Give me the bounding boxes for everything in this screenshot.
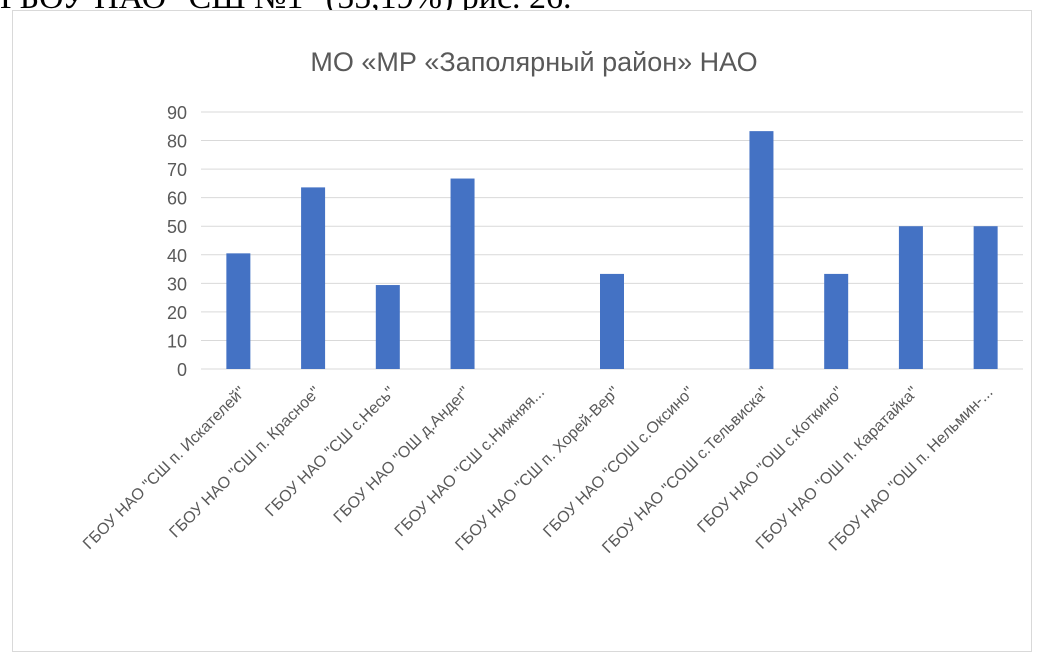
y-tick-label: 0 bbox=[177, 360, 187, 380]
bar bbox=[749, 131, 774, 369]
y-tick-label: 60 bbox=[167, 189, 187, 209]
bar bbox=[226, 253, 251, 369]
bar bbox=[450, 178, 475, 369]
y-tick-label: 70 bbox=[167, 160, 187, 180]
x-tick-label: ГБОУ НАО "ОШ д.Андег" bbox=[331, 384, 474, 527]
bar-chart: МО «МР «Заполярный район» НАО 0 10 20 30 40 5… bbox=[80, 47, 1023, 557]
x-tick-label: ГБОУ НАО "СОШ с.Тельвиска" bbox=[599, 384, 772, 557]
y-tick-label: 20 bbox=[167, 303, 187, 323]
y-tick-label: 90 bbox=[167, 103, 187, 123]
x-tick-label: ГБОУ НАО "СШ п. Искателей" bbox=[80, 384, 249, 553]
y-tick-label: 80 bbox=[167, 132, 187, 152]
x-tick-label: ГБОУ НАО "ОШ п. Нельмин-... bbox=[826, 384, 997, 555]
bar bbox=[301, 187, 326, 369]
bar bbox=[375, 285, 400, 369]
x-tick-label: ГБОУ НАО "ОШ п. Каратайка" bbox=[753, 384, 922, 553]
y-tick-label: 30 bbox=[167, 274, 187, 294]
x-tick-label: ГБОУ НАО "СШ п. Красное" bbox=[166, 384, 324, 542]
chart-frame: МО «МР «Заполярный район» НАО 0 10 20 30 40 5… bbox=[12, 10, 1032, 652]
y-tick-label: 40 bbox=[167, 246, 187, 266]
x-axis-tick-labels: ГБОУ НАО "СШ п. Искателей"ГБОУ НАО "СШ п… bbox=[80, 384, 996, 557]
y-tick-label: 10 bbox=[167, 331, 187, 351]
y-tick-label: 50 bbox=[167, 217, 187, 237]
y-axis-tick-labels: 0 10 20 30 40 50 60 70 80 90 bbox=[167, 103, 187, 380]
bar bbox=[824, 273, 849, 369]
x-tick-label: ГБОУ НАО "СШ с.Нижняя... bbox=[392, 384, 548, 540]
x-tick-label: ГБОУ НАО "ОШ с.Коткино" bbox=[694, 384, 847, 537]
bar bbox=[973, 226, 998, 369]
bar bbox=[898, 226, 923, 369]
x-tick-label: ГБОУ НАО "СШ п. Хорей-Вер" bbox=[452, 384, 622, 554]
bars bbox=[226, 131, 998, 369]
bar bbox=[600, 273, 624, 369]
x-tick-label: ГБОУ НАО "СОШ с.Оксино" bbox=[540, 384, 697, 541]
chart-title: МО «МР «Заполярный район» НАО bbox=[310, 47, 757, 77]
x-tick-label: ГБОУ НАО "СШ с.Несь" bbox=[262, 384, 398, 520]
